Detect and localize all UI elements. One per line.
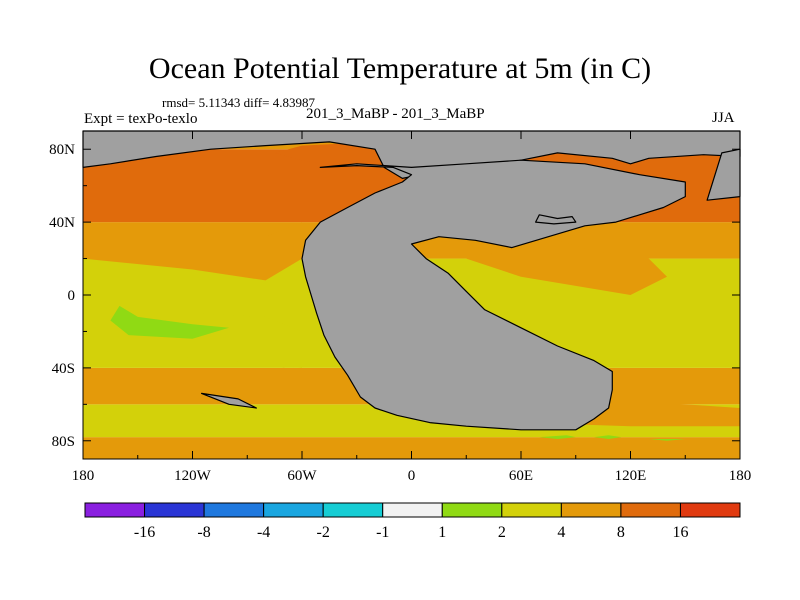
colorbar-swatch xyxy=(263,502,324,518)
colorbar-label: -8 xyxy=(197,524,210,541)
colorbar-swatch xyxy=(203,502,265,518)
y-tick-label: 0 xyxy=(68,288,76,304)
colorbar-label: 1 xyxy=(438,524,446,541)
colorbar-label: 2 xyxy=(498,524,506,541)
y-tick-label: 40S xyxy=(52,361,75,377)
y-tick-label: 80S xyxy=(52,434,75,450)
colorbar-swatch xyxy=(560,502,622,518)
colorbar-swatch xyxy=(441,502,503,518)
colorbar-label: -1 xyxy=(376,524,389,541)
y-tick-label: 80N xyxy=(49,142,75,158)
y-tick-label: 40N xyxy=(49,215,75,231)
colorbar-swatch xyxy=(382,502,443,518)
experiment-label: Expt = texPo-texlo xyxy=(84,111,198,127)
pangaea-land xyxy=(301,159,686,431)
small-island-south xyxy=(201,392,257,409)
season-label: JJA xyxy=(712,110,735,126)
x-tick-label: 60E xyxy=(509,468,533,484)
colorbar-label: -16 xyxy=(134,524,155,541)
x-tick-label: 120E xyxy=(615,468,647,484)
x-tick-label: 0 xyxy=(408,468,416,484)
x-tick-label: 180 xyxy=(72,468,95,484)
colorbar-label: 16 xyxy=(672,524,688,541)
x-tick-label: 180 xyxy=(729,468,752,484)
colorbar-label: 4 xyxy=(557,524,565,541)
colorbar-swatch xyxy=(501,502,562,518)
patch-1-to-2-south-b xyxy=(594,435,622,439)
patch-1-to-2-south-c xyxy=(648,439,686,441)
colorbar-swatch xyxy=(679,502,741,518)
tethys-island xyxy=(534,214,577,225)
colorbar-label: 8 xyxy=(617,524,625,541)
colorbar-swatch xyxy=(322,502,384,518)
chart-title: Ocean Potential Temperature at 5m (in C) xyxy=(148,52,652,85)
stats-label: rmsd= 5.11343 diff= 4.83987 xyxy=(162,95,315,110)
warm-patch-north-pacific xyxy=(83,222,302,281)
colorbar-swatch xyxy=(84,502,146,518)
warm-patch-tethys xyxy=(466,240,667,295)
patch-1-to-2-south-a xyxy=(539,435,576,439)
center-label: 201_3_MaBP - 201_3_MaBP xyxy=(306,106,485,122)
x-tick-label: 60W xyxy=(287,468,317,484)
temperature-band-0 xyxy=(83,437,740,459)
colorbar-swatch xyxy=(144,502,205,518)
colorbar-swatch xyxy=(620,502,681,518)
colorbar-label: -2 xyxy=(317,524,330,541)
patch-1-to-2-pacific xyxy=(110,305,229,339)
colorbar-label: -4 xyxy=(257,524,270,541)
x-tick-label: 120W xyxy=(174,468,212,484)
